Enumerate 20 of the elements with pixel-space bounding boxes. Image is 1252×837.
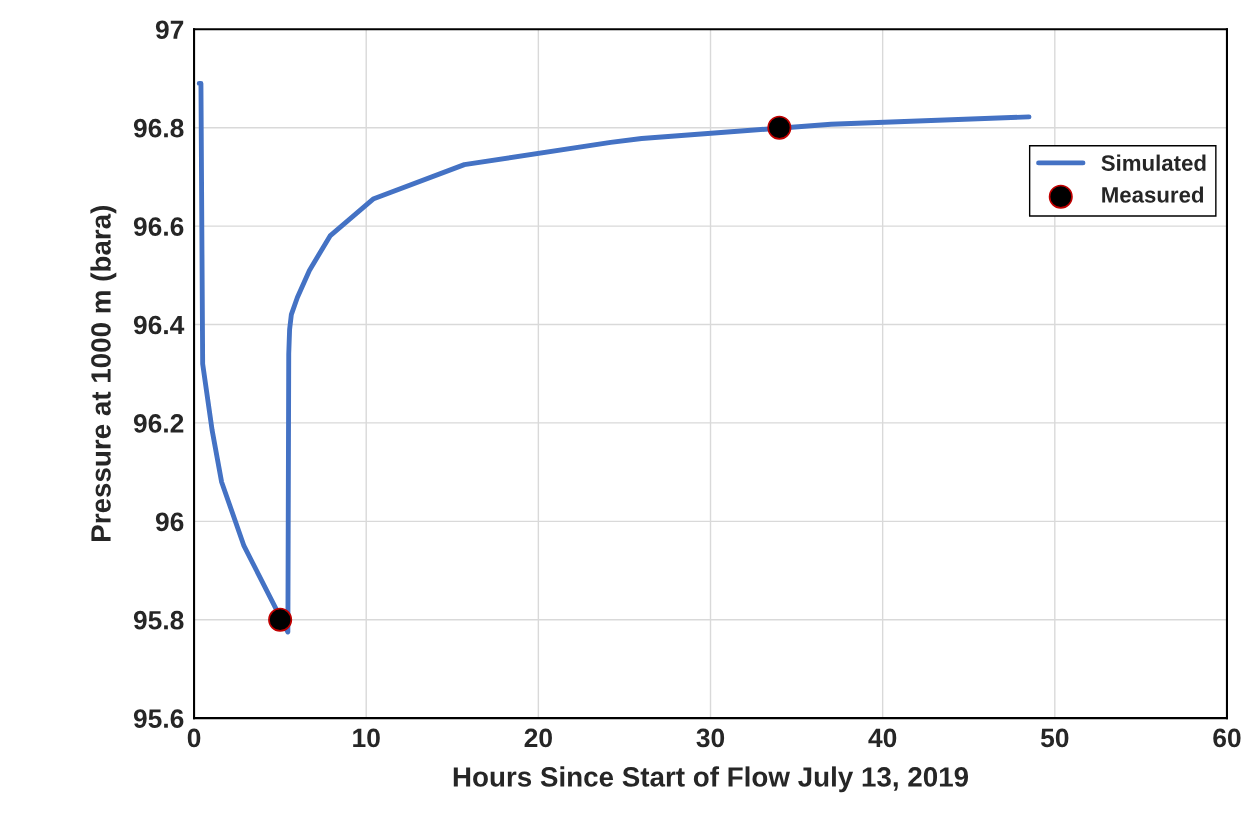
y-tick-label: 97 (155, 20, 184, 40)
x-tick-label: 20 (524, 728, 552, 748)
x-tick-label: 0 (187, 728, 201, 748)
y-tick-label: 96.8 (133, 118, 184, 138)
x-tick-label: 50 (1040, 728, 1069, 748)
x-tick-label: 10 (353, 728, 380, 748)
legend-label: Measured (1102, 186, 1204, 203)
y-tick-label: 96.4 (133, 315, 185, 335)
y-tick-label: 96.2 (133, 414, 184, 433)
x-axis-title: Hours Since Start of Flow July 13, 2019 (453, 766, 969, 793)
y-tick-label: 95.6 (133, 709, 184, 728)
y-tick-label: 96 (155, 512, 184, 532)
x-tick-label: 30 (696, 728, 725, 748)
y-tick-label: 96.6 (133, 217, 184, 236)
y-tick-label: 95.8 (133, 610, 184, 630)
x-tick-label: 40 (868, 728, 897, 748)
line-series (196, 80, 1032, 635)
x-tick-label: 60 (1213, 728, 1241, 748)
legend-label: Simulated (1101, 154, 1206, 171)
y-axis-title: Pressure at 1000 m (bara) (90, 206, 117, 541)
